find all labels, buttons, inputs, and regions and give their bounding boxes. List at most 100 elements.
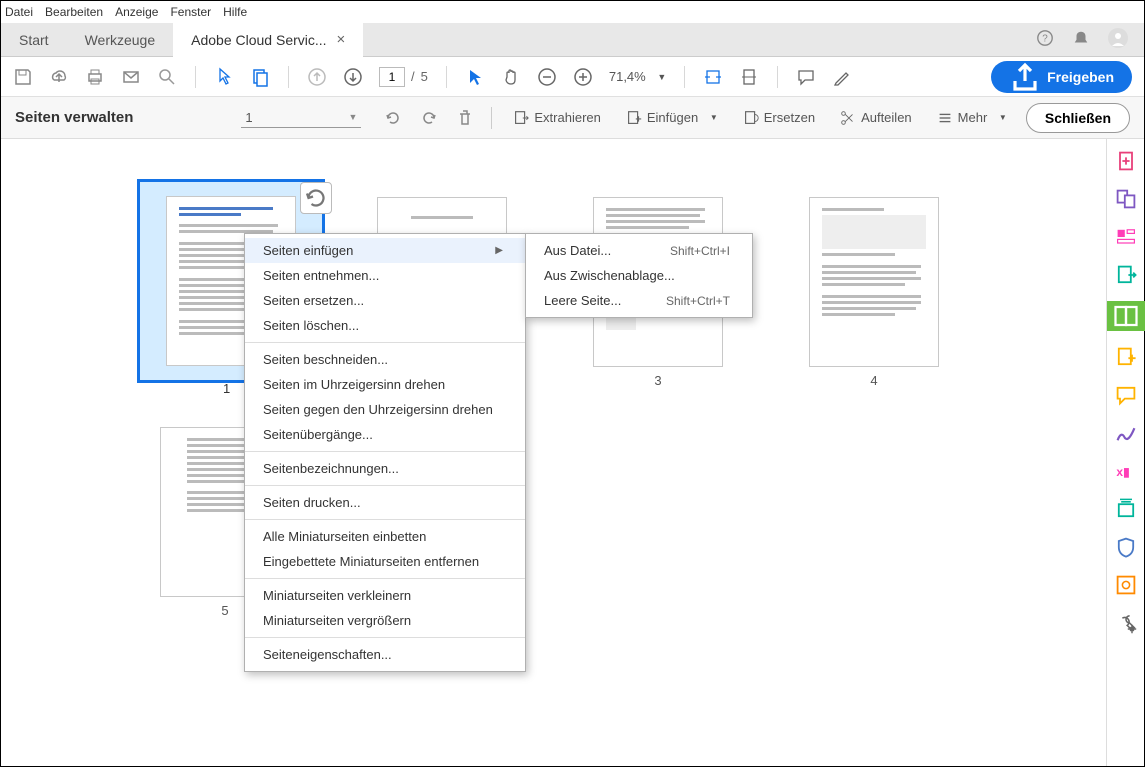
- menu-fenster[interactable]: Fenster: [170, 5, 211, 19]
- page-total: 5: [421, 69, 428, 84]
- cm-transitions[interactable]: Seitenübergänge...: [245, 422, 525, 447]
- cm-extract-pages[interactable]: Seiten entnehmen...: [245, 263, 525, 288]
- menu-bearbeiten[interactable]: Bearbeiten: [45, 5, 103, 19]
- cm-crop-label: Seiten beschneiden...: [263, 352, 388, 367]
- page-indicator: / 5: [379, 67, 428, 87]
- more-tools-icon[interactable]: [1114, 573, 1138, 597]
- fit-page-icon[interactable]: [739, 67, 759, 87]
- cm-fromfile-shortcut: Shift+Ctrl+I: [670, 244, 730, 258]
- cm-rotate-ccw[interactable]: Seiten gegen den Uhrzeigersinn drehen: [245, 397, 525, 422]
- cm-replace-label: Seiten ersetzen...: [263, 293, 364, 308]
- combine-icon[interactable]: [1114, 187, 1138, 211]
- tab-werkzeuge[interactable]: Werkzeuge: [67, 23, 174, 57]
- create-pdf-icon[interactable]: [1114, 149, 1138, 173]
- delete-icon[interactable]: [455, 108, 475, 128]
- close-button[interactable]: Schließen: [1026, 103, 1130, 133]
- cm-blank-page[interactable]: Leere Seite...Shift+Ctrl+T: [526, 288, 752, 313]
- redact-icon[interactable]: x▮: [1114, 459, 1138, 483]
- next-page-icon[interactable]: [343, 67, 363, 87]
- cm-page-properties[interactable]: Seiteneigenschaften...: [245, 642, 525, 667]
- menu-hilfe[interactable]: Hilfe: [223, 5, 247, 19]
- cm-insert-label: Seiten einfügen: [263, 243, 353, 258]
- cm-enlarge-label: Miniaturseiten vergrößern: [263, 613, 411, 628]
- cm-print-pages[interactable]: Seiten drucken...: [245, 490, 525, 515]
- bell-icon[interactable]: [1072, 29, 1090, 50]
- cm-embed-label: Alle Miniaturseiten einbetten: [263, 529, 426, 544]
- insert-button[interactable]: Einfügen ▼: [617, 109, 726, 127]
- pointer-icon[interactable]: [465, 67, 485, 87]
- page-select-dropdown[interactable]: 1▼: [241, 108, 361, 128]
- split-button[interactable]: Aufteilen: [831, 109, 920, 127]
- replace-label: Ersetzen: [764, 110, 815, 125]
- share-button[interactable]: Freigeben: [991, 61, 1132, 93]
- hand-icon[interactable]: [501, 67, 521, 87]
- cm-rotate-cw[interactable]: Seiten im Uhrzeigersinn drehen: [245, 372, 525, 397]
- menu-anzeige[interactable]: Anzeige: [115, 5, 158, 19]
- fit-width-icon[interactable]: [703, 67, 723, 87]
- zoom-dropdown[interactable]: 71,4% ▼: [609, 69, 666, 84]
- tab-close-icon[interactable]: ×: [337, 31, 346, 48]
- cm-remem-label: Eingebettete Miniaturseiten entfernen: [263, 554, 479, 569]
- cm-from-file[interactable]: Aus Datei...Shift+Ctrl+I: [526, 238, 752, 263]
- cm-replace-pages[interactable]: Seiten ersetzen...: [245, 288, 525, 313]
- context-submenu-insert: Aus Datei...Shift+Ctrl+I Aus Zwischenabl…: [525, 233, 753, 318]
- cm-shrink-label: Miniaturseiten verkleinern: [263, 588, 411, 603]
- protect-icon[interactable]: [1114, 535, 1138, 559]
- more-button[interactable]: Mehr ▼: [928, 109, 1015, 127]
- mail-icon[interactable]: [121, 67, 141, 87]
- prev-page-icon[interactable]: [307, 67, 327, 87]
- sign-icon[interactable]: [1114, 421, 1138, 445]
- tab-document[interactable]: Adobe Cloud Servic... ×: [173, 23, 363, 57]
- optimize-icon[interactable]: [1114, 497, 1138, 521]
- cm-delete-label: Seiten löschen...: [263, 318, 359, 333]
- fill-sign-icon[interactable]: [1114, 345, 1138, 369]
- export-pdf-icon[interactable]: [1114, 263, 1138, 287]
- cm-insert-pages[interactable]: Seiten einfügen▶: [245, 238, 525, 263]
- cm-page-labels[interactable]: Seitenbezeichnungen...: [245, 456, 525, 481]
- menu-datei[interactable]: Datei: [5, 5, 33, 19]
- rotate-cw-icon[interactable]: [419, 108, 439, 128]
- cm-from-clipboard[interactable]: Aus Zwischenablage...: [526, 263, 752, 288]
- tools-bar: Seiten verwalten 1▼ Extrahieren Einfügen…: [1, 97, 1144, 139]
- page-current-input[interactable]: [379, 67, 405, 87]
- help-icon[interactable]: ?: [1036, 29, 1054, 50]
- cm-blank-label: Leere Seite...: [544, 293, 621, 308]
- thumb-1-label: 1: [223, 381, 230, 396]
- avatar-icon[interactable]: [1108, 28, 1128, 51]
- replace-button[interactable]: Ersetzen: [734, 109, 823, 127]
- cloud-upload-icon[interactable]: [49, 67, 69, 87]
- extract-button[interactable]: Extrahieren: [504, 109, 608, 127]
- select-tool-icon[interactable]: [214, 67, 234, 87]
- page-tool-icon[interactable]: [250, 67, 270, 87]
- thumb-4-label: 4: [809, 373, 939, 388]
- customize-icon[interactable]: [1114, 611, 1138, 635]
- cm-enlarge-thumbs[interactable]: Miniaturseiten vergrößern: [245, 608, 525, 633]
- search-icon[interactable]: [157, 67, 177, 87]
- cm-crop-pages[interactable]: Seiten beschneiden...: [245, 347, 525, 372]
- cm-remove-embedded[interactable]: Eingebettete Miniaturseiten entfernen: [245, 549, 525, 574]
- tab-start[interactable]: Start: [1, 23, 67, 57]
- comment-tool-icon[interactable]: [1114, 383, 1138, 407]
- right-tools-sidebar: x▮: [1106, 139, 1144, 766]
- svg-text:?: ?: [1042, 34, 1048, 45]
- cm-trans-label: Seitenübergänge...: [263, 427, 373, 442]
- edit-pdf-icon[interactable]: [1114, 225, 1138, 249]
- rotate-ccw-icon[interactable]: [383, 108, 403, 128]
- cm-embed-all[interactable]: Alle Miniaturseiten einbetten: [245, 524, 525, 549]
- comment-icon[interactable]: [796, 67, 816, 87]
- highlight-icon[interactable]: [832, 67, 852, 87]
- extract-label: Extrahieren: [534, 110, 600, 125]
- zoom-out-icon[interactable]: [537, 67, 557, 87]
- organize-pages-icon[interactable]: [1107, 301, 1145, 331]
- cm-delete-pages[interactable]: Seiten löschen...: [245, 313, 525, 338]
- cm-shrink-thumbs[interactable]: Miniaturseiten verkleinern: [245, 583, 525, 608]
- context-menu-pages: Seiten einfügen▶ Seiten entnehmen... Sei…: [244, 233, 526, 672]
- zoom-in-icon[interactable]: [573, 67, 593, 87]
- split-label: Aufteilen: [861, 110, 912, 125]
- rotate-badge-icon[interactable]: [300, 182, 332, 214]
- thumb-page-4[interactable]: 4: [809, 197, 939, 388]
- save-icon[interactable]: [13, 67, 33, 87]
- cm-fromclip-label: Aus Zwischenablage...: [544, 268, 675, 283]
- insert-label: Einfügen: [647, 110, 698, 125]
- print-icon[interactable]: [85, 67, 105, 87]
